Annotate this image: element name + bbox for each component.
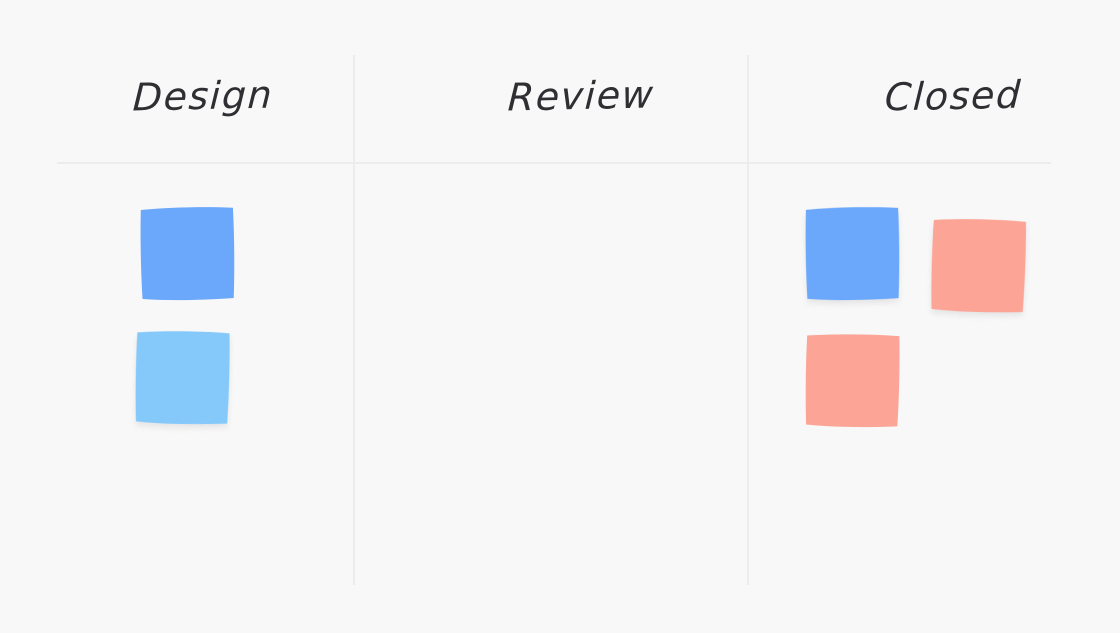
header-divider — [57, 162, 1051, 164]
sticky-note-card[interactable] — [804, 332, 901, 429]
column-divider-2 — [747, 55, 749, 585]
sticky-note-card[interactable] — [134, 329, 231, 426]
note-paper — [134, 329, 231, 426]
note-paper — [930, 217, 1028, 315]
column-divider-1 — [353, 55, 355, 585]
column-review: Review — [353, 0, 1026, 633]
note-paper — [804, 332, 901, 429]
note-paper — [139, 205, 235, 301]
sticky-note-card[interactable] — [930, 217, 1028, 315]
column-closed: Closed — [747, 0, 1120, 633]
sticky-note-card[interactable] — [139, 205, 235, 301]
card-list-closed — [747, 0, 1120, 633]
note-paper — [805, 206, 901, 302]
sticky-note-card[interactable] — [805, 206, 901, 302]
card-list-design — [0, 0, 353, 633]
column-design: Design — [0, 0, 353, 633]
card-list-review — [353, 0, 1026, 633]
